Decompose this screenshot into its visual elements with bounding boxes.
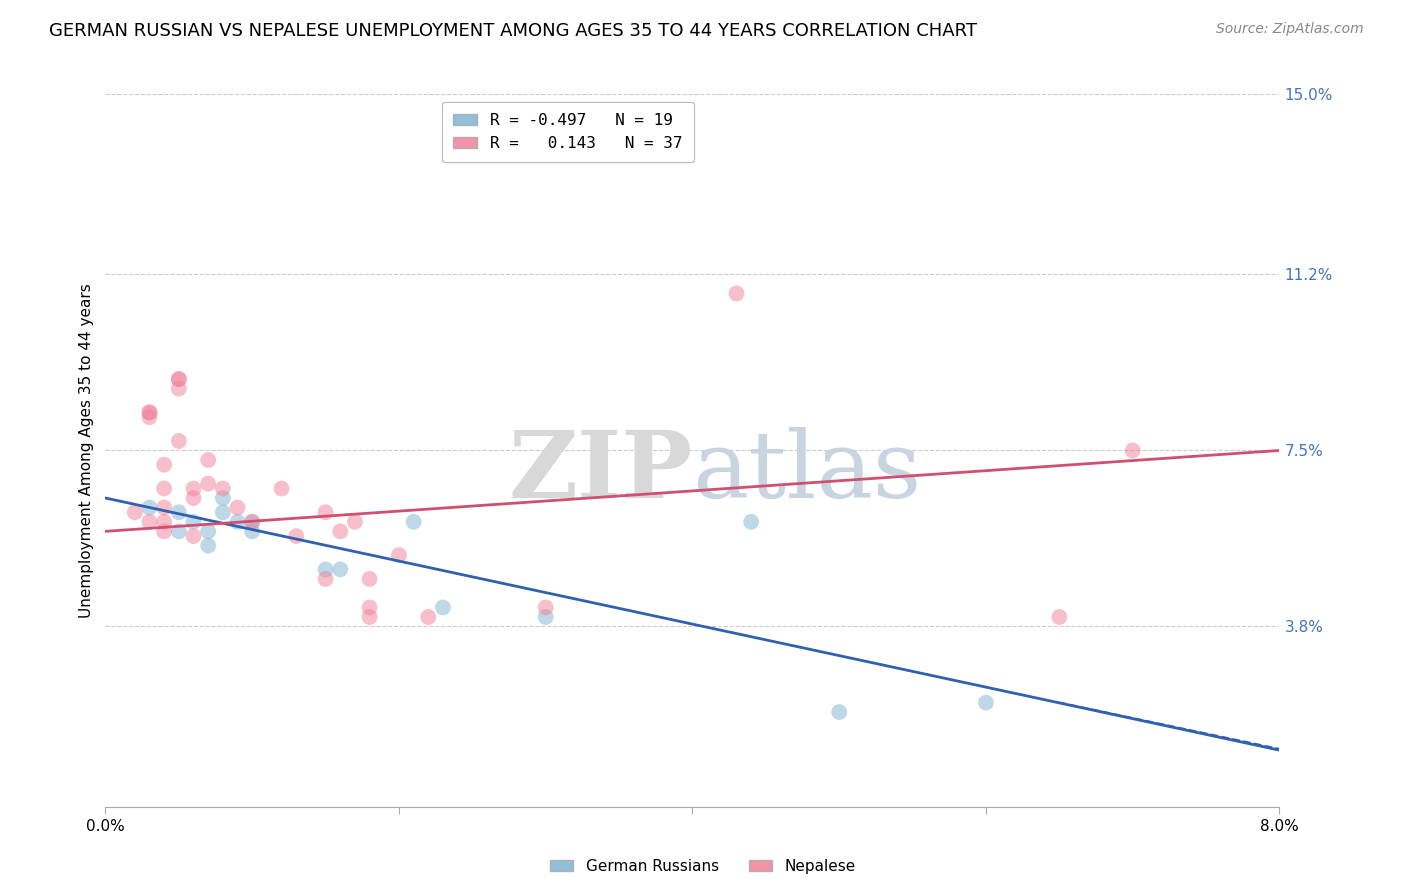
Point — [418, 610, 440, 624]
Point — [725, 286, 748, 301]
Y-axis label: Unemployment Among Ages 35 to 44 years: Unemployment Among Ages 35 to 44 years — [79, 283, 94, 618]
Point — [388, 548, 411, 562]
Point — [124, 505, 146, 519]
Text: ZIP: ZIP — [508, 427, 693, 516]
Point — [197, 476, 219, 491]
Point — [183, 482, 205, 496]
Legend: R = -0.497   N = 19, R =   0.143   N = 37: R = -0.497 N = 19, R = 0.143 N = 37 — [441, 102, 693, 162]
Point — [197, 453, 219, 467]
Point — [138, 500, 160, 515]
Point — [197, 524, 219, 539]
Point — [167, 505, 190, 519]
Point — [329, 562, 352, 576]
Point — [974, 696, 997, 710]
Text: Source: ZipAtlas.com: Source: ZipAtlas.com — [1216, 22, 1364, 37]
Text: atlas: atlas — [693, 427, 922, 516]
Point — [138, 515, 160, 529]
Point — [167, 524, 190, 539]
Point — [343, 515, 366, 529]
Point — [211, 491, 233, 505]
Point — [240, 515, 263, 529]
Point — [329, 524, 352, 539]
Point — [138, 405, 160, 419]
Point — [211, 505, 233, 519]
Point — [153, 482, 176, 496]
Point — [167, 372, 190, 386]
Point — [359, 600, 381, 615]
Point — [359, 610, 381, 624]
Point — [138, 405, 160, 419]
Text: GERMAN RUSSIAN VS NEPALESE UNEMPLOYMENT AMONG AGES 35 TO 44 YEARS CORRELATION CH: GERMAN RUSSIAN VS NEPALESE UNEMPLOYMENT … — [49, 22, 977, 40]
Point — [828, 705, 851, 719]
Point — [211, 482, 233, 496]
Point — [226, 500, 249, 515]
Point — [402, 515, 425, 529]
Point — [226, 515, 249, 529]
Point — [167, 434, 190, 448]
Point — [183, 529, 205, 543]
Point — [315, 562, 337, 576]
Point — [153, 515, 176, 529]
Point — [197, 539, 219, 553]
Point — [167, 372, 190, 386]
Point — [534, 610, 557, 624]
Point — [153, 458, 176, 472]
Point — [534, 600, 557, 615]
Point — [285, 529, 308, 543]
Point — [167, 382, 190, 396]
Point — [315, 572, 337, 586]
Point — [359, 572, 381, 586]
Point — [270, 482, 292, 496]
Point — [432, 600, 454, 615]
Point — [153, 500, 176, 515]
Point — [153, 524, 176, 539]
Point — [740, 515, 762, 529]
Point — [1122, 443, 1144, 458]
Point — [183, 515, 205, 529]
Legend: German Russians, Nepalese: German Russians, Nepalese — [544, 853, 862, 880]
Point — [1047, 610, 1070, 624]
Point — [240, 524, 263, 539]
Point — [138, 410, 160, 425]
Point — [183, 491, 205, 505]
Point — [315, 505, 337, 519]
Point — [240, 515, 263, 529]
